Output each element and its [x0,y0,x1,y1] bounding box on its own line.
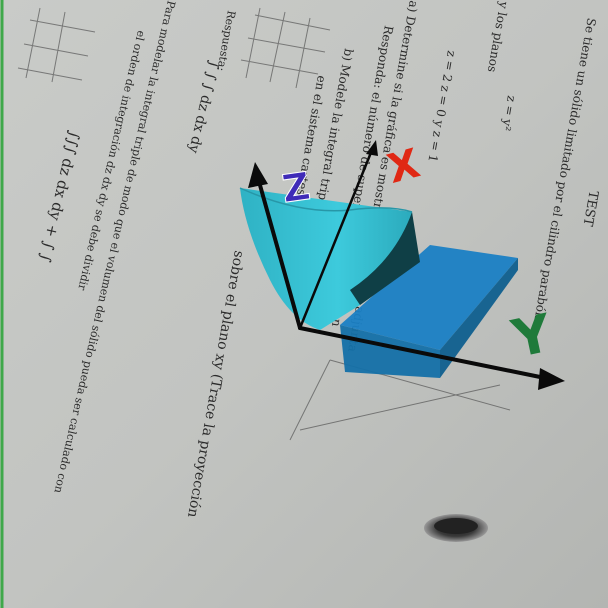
paper-line: TEST [580,189,601,227]
axes-group [256,148,547,380]
projection-solid [340,245,518,378]
surface-dark-face [350,212,420,305]
projection-top-face [340,245,518,350]
projection-end-face [440,258,518,378]
paper-line-group: z = y² [499,94,519,132]
paper-line: z = y² [499,94,519,132]
y-axis-line [298,326,547,380]
paper-text-block: TEST [580,189,601,227]
projection-side-face [340,325,440,378]
paper-sketch-grid [17,7,331,89]
y-axis-arrowhead [538,368,565,390]
punch-hole-inner [434,518,478,534]
z-axis-line [256,176,302,330]
z-axis-label: Z [279,164,312,211]
x-axis-line [298,148,374,330]
surface-rim [239,187,413,213]
z-axis-arrowhead [248,162,268,188]
x-axis-arrowhead [366,140,378,156]
